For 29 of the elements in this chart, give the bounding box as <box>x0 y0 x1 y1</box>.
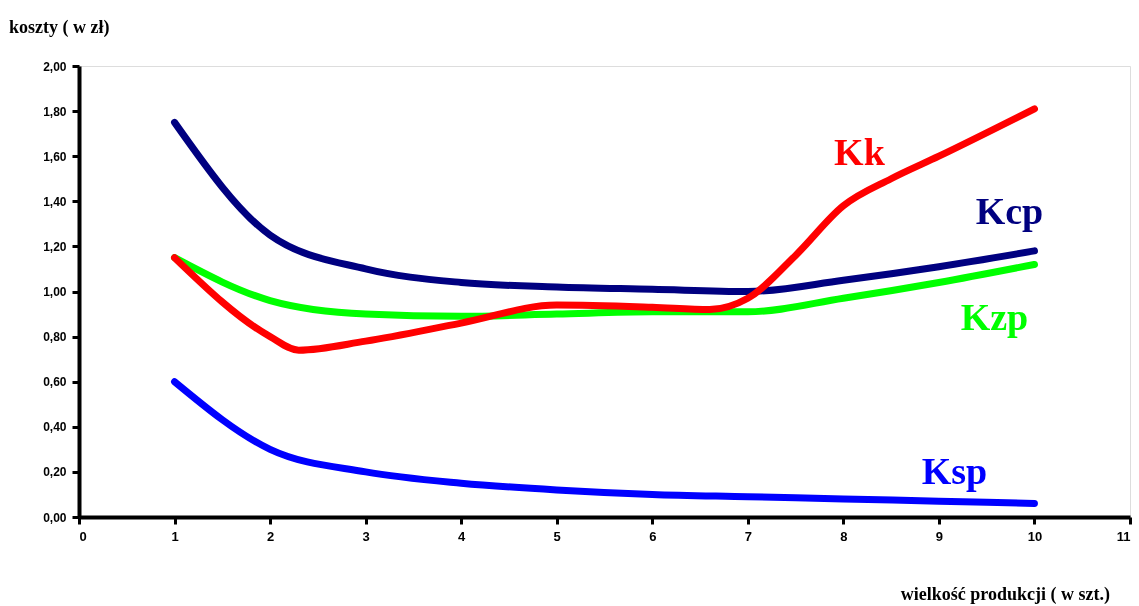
y-tick-label: 1,80 <box>43 104 67 119</box>
x-axis-title: wielkość produkcji ( w szt.) <box>900 584 1110 605</box>
x-tick-label: 0 <box>79 528 87 544</box>
x-tick-label: 5 <box>553 528 561 544</box>
series-label: Ksp <box>921 450 988 493</box>
x-tick-label: 1 <box>171 528 179 544</box>
series-label: Kzp <box>960 296 1029 339</box>
y-tick-label: 2,00 <box>43 59 67 74</box>
y-tick-label: 1,20 <box>43 239 67 254</box>
x-tick-label: 9 <box>935 528 944 544</box>
y-tick-label: 0,40 <box>43 420 67 435</box>
x-tick-label: 10 <box>1027 528 1043 544</box>
x-tick-label: 7 <box>744 528 752 544</box>
x-tick-label: 11 <box>1116 528 1131 544</box>
x-tick-label: 6 <box>649 528 657 544</box>
y-axis-title: koszty ( w zł) <box>9 17 110 38</box>
y-tick-label: 0,20 <box>43 465 67 480</box>
y-tick-label: 1,60 <box>43 149 67 164</box>
series-label: Kk <box>834 130 886 173</box>
series-label: Kcp <box>975 189 1044 232</box>
y-tick-label: 1,40 <box>43 194 67 209</box>
y-tick-label: 0,60 <box>43 375 67 390</box>
y-tick-label: 1,00 <box>43 285 67 299</box>
x-tick-label: 2 <box>266 528 275 544</box>
y-tick-label: 0,80 <box>43 330 67 345</box>
y-tick-label: 0,00 <box>43 510 67 525</box>
x-tick-label: 8 <box>840 528 848 544</box>
x-tick-label: 3 <box>362 528 370 544</box>
x-tick-label: 4 <box>458 528 467 544</box>
